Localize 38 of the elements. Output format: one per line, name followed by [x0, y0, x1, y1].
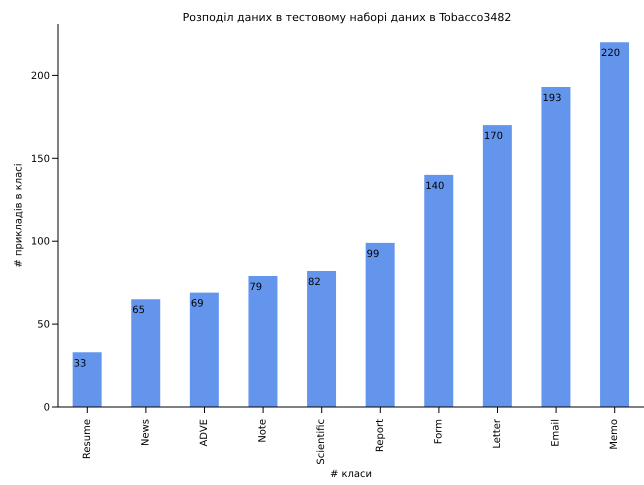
bar	[131, 299, 160, 407]
x-tick-label: Scientific	[316, 419, 328, 465]
bar	[307, 271, 336, 407]
x-tick-label: Email	[550, 419, 562, 447]
x-tick-label: Memo	[609, 419, 620, 450]
data-label: 193	[542, 93, 562, 104]
bar	[482, 125, 512, 407]
bar	[541, 87, 570, 407]
data-label: 220	[601, 48, 620, 60]
x-tick-label: Note	[258, 419, 269, 443]
bar	[190, 292, 219, 407]
y-axis-title: # прикладів в класі	[14, 163, 25, 268]
data-label: 82	[308, 277, 321, 288]
data-label: 170	[484, 131, 503, 142]
bar	[72, 352, 102, 407]
x-tick-label: Form	[433, 419, 444, 444]
bar	[248, 276, 278, 407]
chart-title: Розподіл даних в тестовому наборі даних в Tobacco3482	[182, 11, 512, 24]
data-label: 99	[366, 248, 380, 260]
x-tick-label: News	[140, 419, 152, 446]
data-label: 69	[190, 298, 204, 310]
data-label: 140	[425, 180, 444, 192]
x-tick-label: Report	[374, 418, 386, 452]
data-label: 33	[74, 358, 86, 370]
data-label: 79	[249, 282, 262, 294]
y-tick-label: 50	[37, 320, 50, 331]
x-tick-label: Resume	[82, 419, 93, 460]
bar	[366, 242, 395, 407]
data-label: 65	[132, 305, 145, 316]
x-tick-label: Letter	[492, 418, 503, 449]
y-tick-label: 200	[30, 70, 50, 82]
y-tick-label: 0	[44, 402, 50, 414]
y-tick-label: 150	[30, 154, 50, 165]
x-tick-label: ADVE	[199, 419, 210, 447]
x-axis-title: # класи	[330, 469, 372, 480]
bar	[600, 42, 630, 407]
y-tick-label: 100	[30, 236, 50, 248]
bar	[424, 174, 454, 407]
